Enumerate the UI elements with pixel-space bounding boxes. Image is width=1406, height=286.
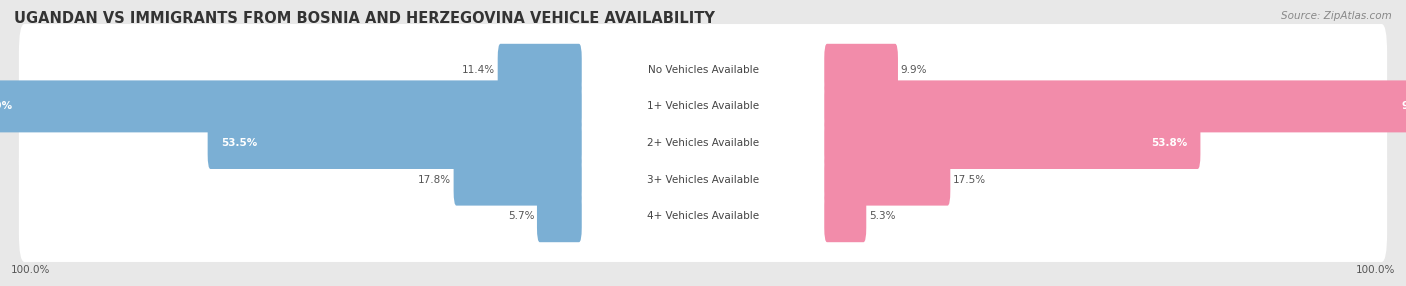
FancyBboxPatch shape [537,190,582,242]
FancyBboxPatch shape [18,170,1388,262]
FancyBboxPatch shape [585,166,821,193]
Text: UGANDAN VS IMMIGRANTS FROM BOSNIA AND HERZEGOVINA VEHICLE AVAILABILITY: UGANDAN VS IMMIGRANTS FROM BOSNIA AND HE… [14,11,714,26]
Text: 3+ Vehicles Available: 3+ Vehicles Available [647,175,759,184]
Text: 88.9%: 88.9% [0,102,13,111]
FancyBboxPatch shape [18,61,1388,152]
Text: 11.4%: 11.4% [461,65,495,75]
FancyBboxPatch shape [824,154,950,206]
FancyBboxPatch shape [18,24,1388,116]
FancyBboxPatch shape [585,130,821,156]
FancyBboxPatch shape [0,80,582,132]
Text: 4+ Vehicles Available: 4+ Vehicles Available [647,211,759,221]
Text: 90.1%: 90.1% [1402,102,1406,111]
FancyBboxPatch shape [585,56,821,83]
FancyBboxPatch shape [18,134,1388,225]
Text: 17.8%: 17.8% [418,175,451,184]
FancyBboxPatch shape [454,154,582,206]
Text: 100.0%: 100.0% [1355,265,1395,275]
FancyBboxPatch shape [824,80,1406,132]
FancyBboxPatch shape [585,203,821,230]
Text: 53.5%: 53.5% [221,138,257,148]
Text: Source: ZipAtlas.com: Source: ZipAtlas.com [1281,11,1392,21]
Text: 17.5%: 17.5% [953,175,986,184]
Text: 9.9%: 9.9% [901,65,927,75]
FancyBboxPatch shape [585,93,821,120]
Text: 2+ Vehicles Available: 2+ Vehicles Available [647,138,759,148]
Text: No Vehicles Available: No Vehicles Available [648,65,758,75]
Text: 1+ Vehicles Available: 1+ Vehicles Available [647,102,759,111]
FancyBboxPatch shape [824,190,866,242]
FancyBboxPatch shape [18,97,1388,189]
Text: 5.7%: 5.7% [508,211,534,221]
FancyBboxPatch shape [824,117,1201,169]
FancyBboxPatch shape [824,44,898,96]
Text: 100.0%: 100.0% [11,265,51,275]
FancyBboxPatch shape [498,44,582,96]
FancyBboxPatch shape [208,117,582,169]
Text: 5.3%: 5.3% [869,211,896,221]
Text: 53.8%: 53.8% [1152,138,1187,148]
